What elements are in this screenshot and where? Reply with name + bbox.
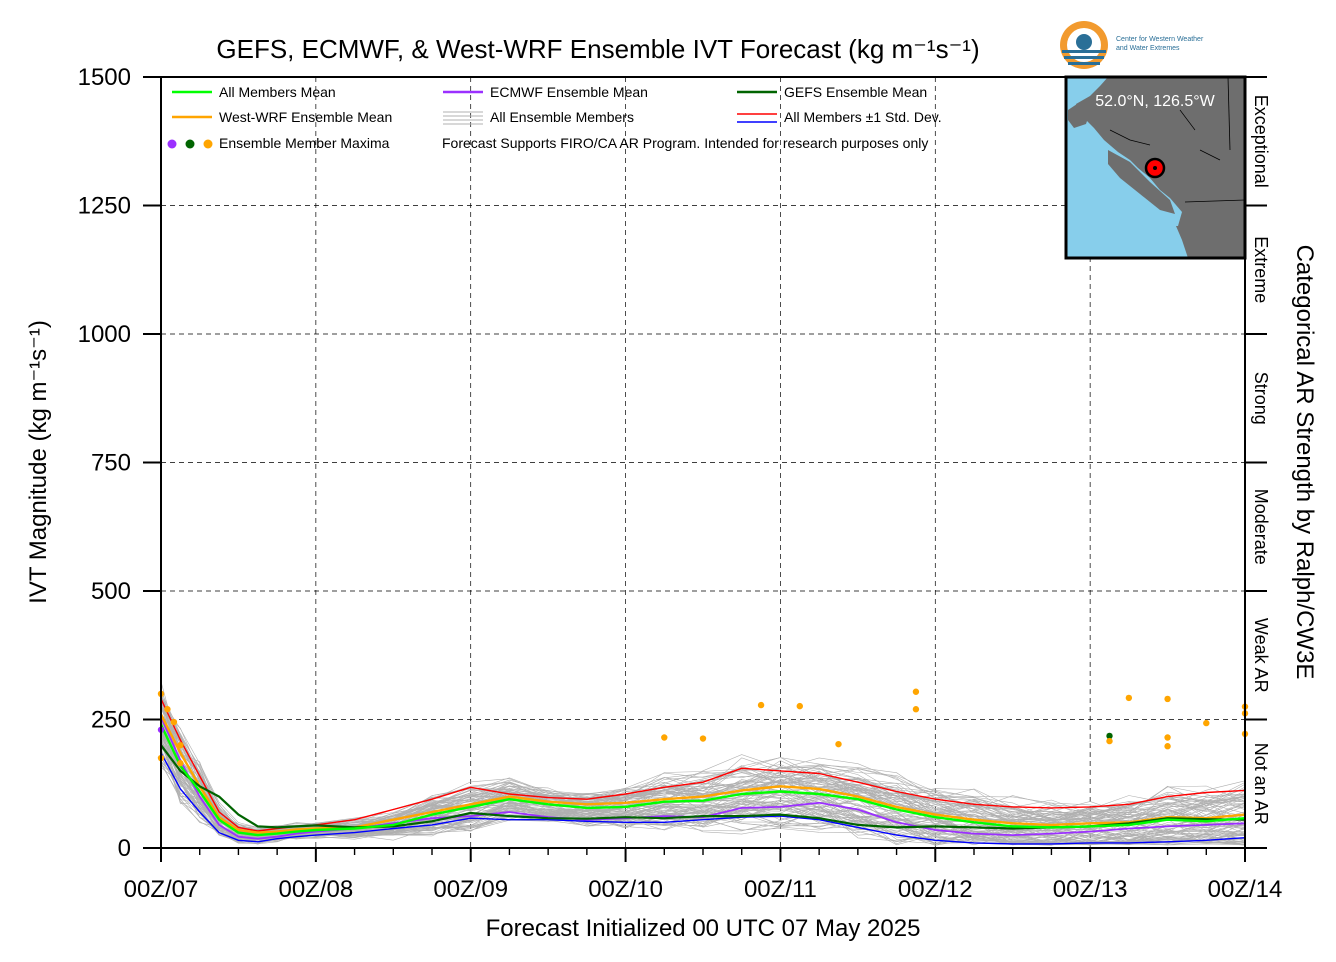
category-labels: Not an AR Weak AR Moderate Strong Extreme Exc…: [1251, 95, 1271, 825]
axes: [143, 76, 1267, 862]
logo-line-2: and Water Extremes: [1116, 45, 1180, 52]
x-tick-label: 00Z/12: [898, 876, 973, 903]
y-tick-label: 250: [91, 707, 131, 734]
maxima-point: [177, 759, 184, 767]
legend: All Members Mean ECMWF Ensemble Mean GEF…: [167, 84, 942, 151]
legend-label-westwrf-mean: West-WRF Ensemble Mean: [219, 109, 392, 125]
ensemble-members: [160, 681, 1246, 846]
maxima-point: [1125, 694, 1133, 702]
maxima-point: [835, 740, 842, 748]
maxima-point: [164, 706, 171, 713]
legend-label-maxima: Ensemble Member Maxima: [219, 135, 390, 151]
inset-map: 52.0°N, 126.5°W: [1064, 75, 1247, 260]
inset-border-us-canada: [1184, 199, 1246, 203]
inset-island-vancouver: [1108, 150, 1175, 214]
inset-land-south: [1176, 226, 1245, 258]
y-tick-label: 750: [91, 450, 131, 477]
x-tick-label: 00Z/13: [1053, 876, 1128, 903]
y-tick-label: 1500: [78, 64, 131, 91]
x-tick-label: 00Z/11: [744, 876, 817, 903]
inset-border-province: [1227, 76, 1231, 151]
x-tick-label: 00Z/14: [1208, 876, 1283, 903]
inset-island-north: [1068, 102, 1090, 128]
ensemble-member-line: [160, 695, 1246, 832]
tick-labels: 0 250 500 750 1000 1250 1500 00Z/07 00Z/08 00Z/09…: [78, 64, 1283, 903]
legend-label-std-dev: All Members ±1 Std. Dev.: [784, 109, 942, 125]
series-lines: [159, 698, 1246, 845]
std-dev-lower-line: [160, 752, 1246, 845]
maxima-point: [1164, 695, 1171, 703]
maxima-point: [912, 688, 920, 695]
maxima-points: [157, 688, 1249, 767]
legend-swatch-all-members: [443, 111, 483, 125]
maxima-point: [1164, 743, 1171, 750]
y-tick-label: 1000: [78, 321, 131, 348]
westwrf-mean-line: [159, 713, 1246, 834]
inset-frame: [1064, 75, 1247, 260]
maxima-point: [177, 742, 184, 749]
maxima-point: [1106, 732, 1113, 740]
maxima-point: [1106, 737, 1113, 745]
legend-swatch-maxima: [167, 139, 213, 149]
std-dev-upper-line: [160, 698, 1246, 832]
maxima-point: [1203, 719, 1210, 727]
logo-line-1: Center for Western Weather: [1116, 36, 1204, 43]
maxima-point: [757, 701, 765, 709]
category-label: Weak AR: [1251, 618, 1271, 693]
category-label: Not an AR: [1251, 743, 1271, 825]
right-axis-label: Categorical AR Strength by Ralph/CW3E: [1291, 245, 1318, 680]
legend-swatch-std-dev: [737, 113, 777, 123]
x-tick-label: 00Z/09: [433, 876, 508, 903]
maxima-point: [912, 706, 920, 713]
x-axis-label: Forecast Initialized 00 UTC 07 May 2025: [486, 915, 921, 942]
category-label: Extreme: [1251, 236, 1271, 303]
x-tick-label: 00Z/10: [588, 876, 663, 903]
y-tick-label: 500: [91, 578, 131, 605]
maxima-point: [796, 702, 803, 710]
y-tick-label: 0: [118, 835, 131, 862]
cw3e-logo: Center for Western Weather and Water Ext…: [1060, 21, 1204, 69]
chart-title: GEFS, ECMWF, & West-WRF Ensemble IVT For…: [216, 34, 979, 64]
legend-label-all-members: All Ensemble Members: [490, 109, 634, 125]
grid: [161, 77, 1245, 848]
ensemble-member-line: [160, 762, 1246, 845]
legend-label-gefs-mean: GEFS Ensemble Mean: [784, 84, 927, 100]
y-axis-label: IVT Magnitude (kg m⁻¹s⁻¹): [25, 320, 52, 604]
all-members-mean-line: [159, 724, 1246, 837]
legend-label-all-mean: All Members Mean: [219, 84, 336, 100]
category-label: Moderate: [1251, 489, 1271, 565]
ensemble-member-line: [160, 681, 1246, 828]
legend-note: Forecast Supports FIRO/CA AR Program. In…: [442, 135, 928, 151]
maxima-point: [170, 718, 178, 726]
maxima-point: [1164, 734, 1171, 741]
maxima-point: [699, 735, 707, 742]
category-label: Exceptional: [1251, 95, 1271, 188]
x-tick-label: 00Z/07: [124, 876, 199, 903]
y-tick-label: 1250: [78, 193, 131, 220]
x-tick-label: 00Z/08: [278, 876, 353, 903]
category-label: Strong: [1251, 372, 1271, 425]
maxima-point: [661, 734, 668, 741]
inset-coordinates: 52.0°N, 126.5°W: [1095, 93, 1215, 110]
legend-label-ecmwf-mean: ECMWF Ensemble Mean: [490, 84, 648, 100]
